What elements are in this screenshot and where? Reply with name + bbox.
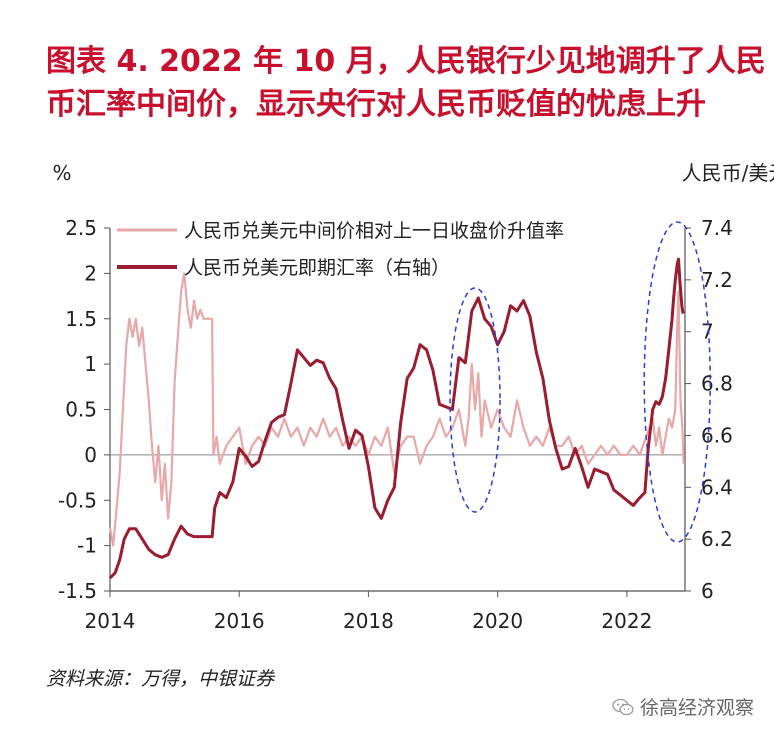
- x-tick-label: 2018: [343, 609, 394, 633]
- wechat-icon: [612, 698, 634, 715]
- series-line-1: [108, 272, 685, 547]
- right-tick-label: 7.2: [701, 268, 733, 292]
- brand-watermark: 徐高经济观察: [612, 693, 754, 720]
- x-tick-label: 2014: [85, 609, 136, 633]
- left-tick-label: 0: [84, 443, 97, 467]
- left-tick-label: -0.5: [58, 488, 97, 512]
- legend-label-1: 人民币兑美元中间价相对上一日收盘价升值率: [184, 220, 564, 242]
- x-tick-label: 2022: [601, 609, 652, 633]
- left-tick-label: 2.5: [65, 216, 97, 240]
- source-note: 资料来源：万得，中银证券: [46, 668, 275, 690]
- left-tick-label: 0.5: [65, 398, 97, 422]
- highlight-ellipse-2019: [449, 287, 501, 513]
- brand-name: 徐高经济观察: [639, 697, 754, 719]
- legend-label-2: 人民币兑美元即期汇率（右轴）: [184, 257, 450, 279]
- chart-title-line-1: 图表 4. 2022 年 10 月，人民银行少见地调升了人民: [46, 44, 766, 79]
- right-tick-label: 6: [701, 579, 714, 603]
- right-tick-label: 7: [701, 320, 714, 344]
- left-tick-label: 1: [84, 352, 97, 376]
- x-tick-label: 2016: [214, 609, 265, 633]
- right-axis-label: 人民币/美元: [682, 161, 774, 185]
- right-tick-label: 7.4: [701, 216, 733, 240]
- chart-title-line-2: 币汇率中间价，显示央行对人民币贬值的忧虑上升: [46, 87, 706, 122]
- highlight-ellipse-2022: [643, 221, 711, 543]
- left-tick-label: 2: [84, 261, 97, 285]
- right-tick-label: 6.8: [701, 372, 733, 396]
- series-line-2: [108, 257, 685, 580]
- left-tick-label: 1.5: [65, 307, 97, 331]
- right-tick-label: 6.2: [701, 527, 733, 551]
- right-tick-label: 6.6: [701, 423, 733, 447]
- left-tick-label: -1.5: [58, 579, 97, 603]
- left-tick-label: -1: [77, 534, 97, 558]
- chart-title: 图表 4. 2022 年 10 月，人民银行少见地调升了人民 币汇率中间价，显示…: [46, 40, 766, 126]
- left-axis-label: %: [52, 161, 71, 185]
- x-tick-label: 2020: [472, 609, 523, 633]
- right-tick-label: 6.4: [701, 475, 733, 499]
